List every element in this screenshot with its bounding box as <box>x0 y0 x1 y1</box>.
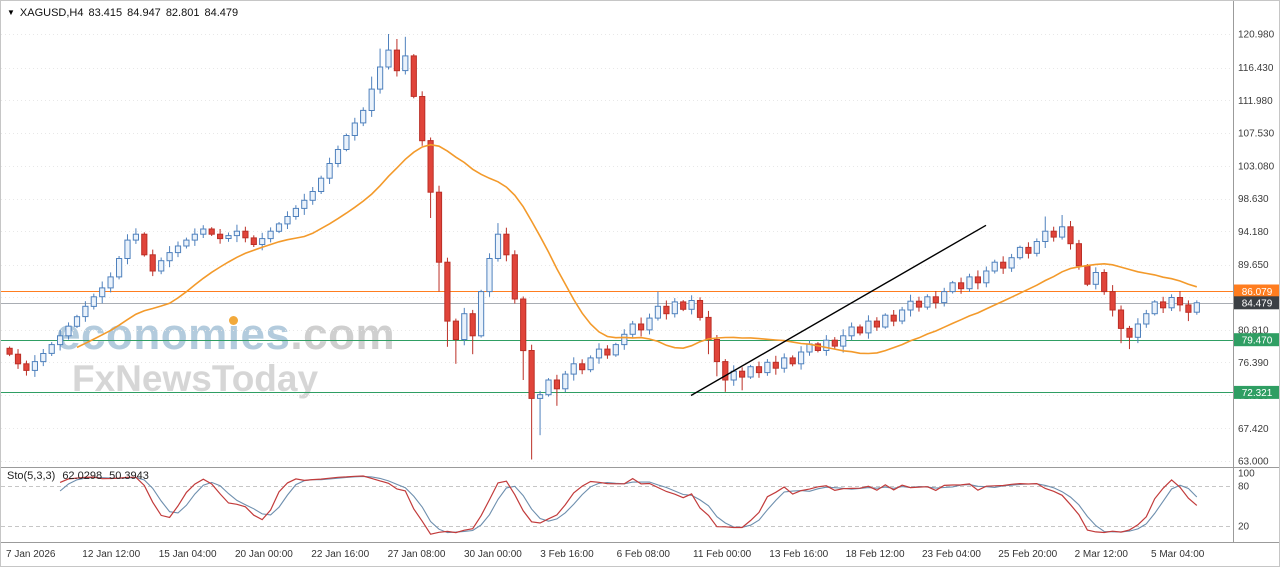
svg-text:103.080: 103.080 <box>1238 161 1275 172</box>
svg-text:20: 20 <box>1238 521 1250 532</box>
stochastic-indicator-label: Sto(5,3,3) 62.0298 50.3943 <box>7 470 149 482</box>
moving-average-line <box>76 143 1198 355</box>
svg-text:89.650: 89.650 <box>1238 260 1269 271</box>
svg-text:22 Jan 16:00: 22 Jan 16:00 <box>311 549 369 560</box>
watermark-brand-suffix: .com <box>290 310 396 359</box>
svg-text:30 Jan 00:00: 30 Jan 00:00 <box>464 549 522 560</box>
ohlc-high-value: 84.947 <box>127 7 161 19</box>
svg-text:94.180: 94.180 <box>1238 227 1269 238</box>
svg-text:3 Feb 16:00: 3 Feb 16:00 <box>540 549 594 560</box>
stochastic-signal-value: 50.3943 <box>109 470 149 482</box>
svg-text:23 Feb 04:00: 23 Feb 04:00 <box>922 549 981 560</box>
svg-text:107.530: 107.530 <box>1238 129 1275 140</box>
ohlc-open-value: 83.415 <box>88 7 123 19</box>
svg-text:84.479: 84.479 <box>1242 299 1273 310</box>
svg-text:5 Mar 04:00: 5 Mar 04:00 <box>1151 549 1205 560</box>
svg-text:13 Feb 16:00: 13 Feb 16:00 <box>769 549 828 560</box>
stochastic-panel: 100 80 20 <box>1 469 1255 535</box>
ohlc-low-value: 82.801 <box>165 7 200 19</box>
grid-lines <box>1 34 1233 462</box>
stochastic-main-value: 62.0298 <box>62 470 103 482</box>
watermark-brand-pre: econom <box>56 310 228 359</box>
svg-text:25 Feb 20:00: 25 Feb 20:00 <box>998 549 1057 560</box>
symbol-info-bar: ▼ XAGUSD,H4 83.415 84.947 82.801 84.479 <box>7 7 238 19</box>
chevron-down-icon[interactable]: ▼ <box>7 8 15 17</box>
svg-text:18 Feb 12:00: 18 Feb 12:00 <box>846 549 905 560</box>
watermark-brand-post: es <box>240 310 291 359</box>
svg-text:100: 100 <box>1238 469 1255 480</box>
horizontal-level-lines <box>1 291 1233 393</box>
price-badges: 86.079 79.470 72.321 84.479 <box>1234 284 1279 399</box>
svg-text:80.810: 80.810 <box>1238 325 1269 336</box>
watermark: economies.com FxNewsToday <box>56 313 395 399</box>
price-axis: 120.980 116.430 111.980 107.530 103.080 98.63… <box>1238 30 1275 468</box>
svg-text:116.430: 116.430 <box>1238 63 1274 74</box>
watermark-brand-i-orange-dot-icon: i <box>227 310 241 359</box>
symbol-period-label: XAGUSD,H4 <box>19 7 84 19</box>
ohlc-close-value: 84.479 <box>204 7 239 19</box>
svg-text:12 Jan 12:00: 12 Jan 12:00 <box>82 549 140 560</box>
watermark-brand: economies.com <box>56 313 395 357</box>
trend-line <box>690 224 987 397</box>
svg-text:120.980: 120.980 <box>1238 30 1275 41</box>
date-axis: 7 Jan 2026 12 Jan 12:00 15 Jan 04:00 20 Jan… <box>6 549 1205 560</box>
svg-text:79.470: 79.470 <box>1242 336 1273 347</box>
svg-text:7 Jan 2026: 7 Jan 2026 <box>6 549 56 560</box>
svg-text:27 Jan 08:00: 27 Jan 08:00 <box>388 549 446 560</box>
svg-text:63.000: 63.000 <box>1238 457 1269 468</box>
svg-text:6 Feb 08:00: 6 Feb 08:00 <box>617 549 671 560</box>
svg-text:20 Jan 00:00: 20 Jan 00:00 <box>235 549 293 560</box>
candles <box>6 34 1200 460</box>
svg-text:111.980: 111.980 <box>1238 96 1273 107</box>
stochastic-name: Sto(5,3,3) <box>7 470 56 482</box>
watermark-tagline: FxNewsToday <box>72 358 319 399</box>
svg-text:67.420: 67.420 <box>1238 424 1269 435</box>
svg-text:2 Mar 12:00: 2 Mar 12:00 <box>1075 549 1129 560</box>
panel-separators <box>1 1 1279 543</box>
svg-text:15 Jan 04:00: 15 Jan 04:00 <box>159 549 217 560</box>
svg-text:98.630: 98.630 <box>1238 194 1269 205</box>
svg-text:86.079: 86.079 <box>1242 287 1273 298</box>
svg-text:80: 80 <box>1238 482 1250 493</box>
svg-text:11 Feb 00:00: 11 Feb 00:00 <box>693 549 752 560</box>
svg-text:76.390: 76.390 <box>1238 358 1269 369</box>
svg-text:72.321: 72.321 <box>1242 388 1273 399</box>
